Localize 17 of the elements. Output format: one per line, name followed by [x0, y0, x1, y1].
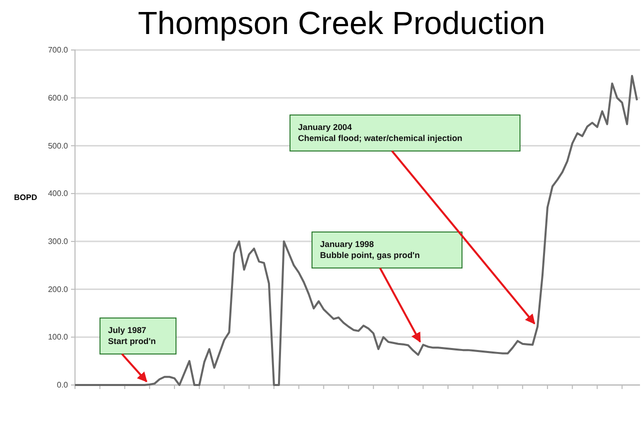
chart-title: Thompson Creek Production	[138, 5, 546, 41]
y-tick-label: 100.0	[48, 332, 69, 342]
line-series	[74, 74, 638, 386]
y-tick-label: 400.0	[48, 189, 69, 198]
y-tick-label: 300.0	[48, 236, 69, 246]
y-axis-title: BOPD	[14, 193, 38, 202]
y-tick-label: 600.0	[48, 93, 69, 102]
annotation: January 1998 Bubble point, gas prod'n	[320, 239, 420, 260]
note-box: July 1987 Start prod'n	[100, 318, 176, 354]
note-box: January 2004 Chemical flood; water/chemical injection	[290, 114, 520, 152]
y-tick-label: 200.0	[48, 284, 69, 294]
note-box: January 1998 Bubble point, gas prod'n	[312, 232, 462, 268]
annotation: January 2004 Chemical flood; water/chemical injection	[298, 122, 462, 143]
annotation: July 1987 Start prod'n	[108, 325, 156, 346]
y-tick-label: 700.0	[48, 46, 69, 55]
y-tick-label: 500.0	[48, 141, 69, 150]
y-tick-label: 0.0	[56, 380, 69, 390]
